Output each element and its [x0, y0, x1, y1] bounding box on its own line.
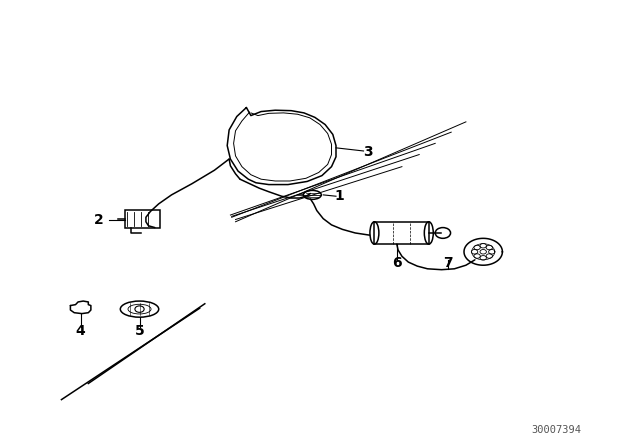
Text: 2: 2: [94, 213, 104, 228]
Text: 4: 4: [76, 323, 86, 338]
Bar: [374, 222, 429, 244]
Text: 3: 3: [363, 145, 373, 159]
Text: 7: 7: [443, 256, 453, 271]
Text: 6: 6: [392, 256, 402, 271]
Text: 5: 5: [134, 323, 145, 338]
Text: 30007394: 30007394: [532, 425, 582, 435]
Text: 1: 1: [334, 189, 344, 203]
Bar: [125, 210, 160, 228]
